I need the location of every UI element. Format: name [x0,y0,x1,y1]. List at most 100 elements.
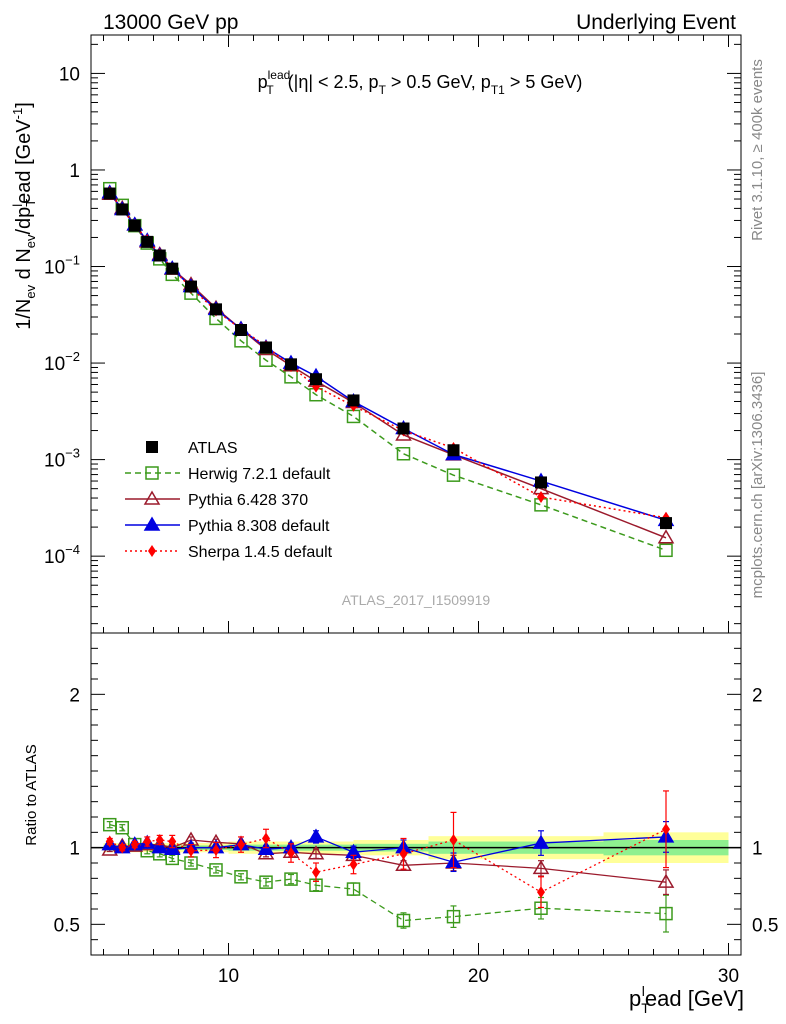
ratio-y-axis-label: Ratio to ATLAS [23,744,40,845]
ratio-point-sherpa [118,841,127,854]
data-point-atlas [116,203,129,216]
y-tick-label: 10−4 [44,542,80,568]
ratio-point-sherpa [130,838,139,851]
y-tick-label-mantissa: 10 [44,547,65,568]
ratio-point-herwig [284,872,298,886]
y-tick-label: 10−3 [44,446,80,472]
ratio-point-pythia6 [307,845,325,860]
ratio-point-herwig [346,882,361,896]
ratio-y-tick-label-right: 1 [752,839,763,860]
legend-label-atlas: ATLAS [188,440,238,457]
data-point-atlas [660,517,672,530]
ratio-point-sherpa [287,847,295,860]
data-point-atlas [447,444,460,457]
y-tick-label-exponent: −4 [65,542,80,557]
ratio-point-sherpa [155,834,164,846]
series-line-pythia6 [109,193,667,539]
ratio-y-tick-label-left: 2 [69,685,80,706]
data-point-atlas [535,476,547,489]
ratio-point-pythia6 [395,856,412,872]
legend-marker-herwig [145,466,159,480]
ratio-point-sherpa [237,838,245,851]
ratio-point-sherpa [399,847,408,860]
data-point-atlas [285,358,297,371]
data-point-atlas [141,235,154,248]
ratio-point-pythia6 [532,859,550,875]
ratio-point-sherpa [262,832,270,845]
data-point-herwig [346,409,361,424]
ratio-point-herwig [259,875,273,889]
legend-label-sherpa: Sherpa 1.4.5 default [188,544,333,561]
y-tick-label-mantissa: 10 [59,64,80,85]
ratio-point-herwig [396,913,411,928]
data-point-herwig [396,447,411,461]
legend-label-pythia6: Pythia 6.428 370 [188,492,308,509]
mcplots-label: mcplots.cern.ch [arXiv:1306.3436] [749,372,766,599]
ratio-point-herwig [209,863,223,877]
y-tick-label-exponent: −2 [65,349,80,364]
ratio-point-sherpa [349,858,358,871]
ratio-point-sherpa [168,835,177,848]
analysis-watermark: ATLAS_2017_I1509919 [342,592,491,608]
ratio-point-sherpa [449,834,458,846]
y-tick-label-mantissa: 1 [69,161,80,182]
x-tick-label: 10 [218,966,239,987]
y-tick-label: 10−2 [44,349,80,375]
y-tick-label: 10 [59,64,80,85]
ratio-point-sherpa [187,844,195,857]
data-point-atlas [347,394,360,407]
y-tick-label-exponent: −3 [65,446,80,461]
legend-marker-pythia6 [143,490,161,505]
ratio-point-pythia6 [657,873,675,888]
y-tick-label: 10−1 [44,253,80,279]
header-left-label: 13000 GeV pp [103,11,238,34]
rivet-version-label: Rivet 3.1.10, ≥ 400k events [749,59,766,241]
data-point-atlas [185,280,197,293]
y-tick-label: 1 [69,161,80,182]
y-tick-label-mantissa: 10 [44,354,65,375]
ratio-point-herwig [115,820,129,835]
y-tick-label-exponent: −1 [65,253,80,268]
legend-marker-atlas [146,441,158,453]
ratio-y-tick-label-right: 0.5 [752,915,778,936]
ratio-point-sherpa [143,835,152,848]
data-point-pythia6 [657,529,675,544]
data-point-sherpa [537,490,545,503]
x-tick-label: 20 [468,966,489,987]
ratio-point-sherpa [105,835,114,848]
ratio-point-herwig [446,909,461,924]
ratio-point-herwig [234,870,248,884]
data-point-atlas [397,422,410,435]
ratio-y-tick-label-left: 0.5 [54,915,80,936]
data-point-atlas [310,373,322,386]
ratio-point-pythia8 [532,834,550,849]
x-axis-label: pTlead [GeV] [629,983,744,1016]
main-plot-title: plead T (|η| < 2.5, pT > 0.5 GeV, pT1 > 5 … [258,68,583,97]
ratio-point-pythia8 [151,839,169,854]
legend-label-herwig: Herwig 7.2.1 default [188,466,331,483]
series-line-herwig [109,188,667,552]
ratio-y-tick-label-right: 2 [752,685,763,706]
legend-label-pythia8: Pythia 8.308 default [188,518,330,535]
data-point-atlas [210,303,222,316]
data-point-herwig [659,543,673,558]
data-point-atlas [153,249,166,262]
data-point-herwig [446,468,461,482]
ratio-point-sherpa [662,823,670,836]
ratio-point-sherpa [312,866,320,879]
legend-marker-sherpa [148,545,156,557]
data-point-atlas [235,324,247,337]
ratio-y-tick-label-left: 1 [69,839,80,860]
header-right-label: Underlying Event [576,11,736,34]
data-point-atlas [166,262,179,275]
y-tick-label-mantissa: 10 [44,451,65,472]
ratio-point-sherpa [537,886,545,899]
legend-marker-pythia8 [143,516,161,531]
legend: ATLAS Herwig 7.2.1 default Pythia 6.428 37… [125,440,333,561]
x-tick-label: 30 [718,966,739,987]
y-tick-label-mantissa: 10 [44,258,65,279]
main-y-axis-label: 1/Nev d Nev/dpTlead [GeV-1] [10,102,38,330]
ratio-panel-frame [90,632,742,956]
